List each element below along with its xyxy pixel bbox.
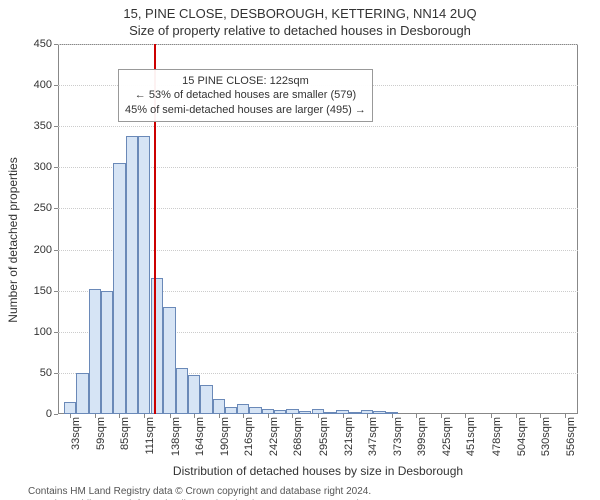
page-subtitle: Size of property relative to detached ho… bbox=[0, 23, 600, 38]
x-tick-label: 295sqm bbox=[318, 417, 330, 456]
x-axis-label: Distribution of detached houses by size … bbox=[58, 464, 578, 478]
y-tick-label: 200 bbox=[34, 244, 52, 256]
y-tick-label: 450 bbox=[34, 38, 52, 50]
histogram-bar bbox=[163, 307, 175, 414]
y-tick-label: 350 bbox=[34, 120, 52, 132]
annotation-line: 45% of semi-detached houses are larger (… bbox=[125, 103, 366, 117]
y-tick-label: 0 bbox=[46, 408, 52, 420]
histogram-bar bbox=[324, 412, 336, 414]
histogram-bar bbox=[274, 410, 286, 414]
histogram-bar bbox=[349, 412, 361, 414]
x-tick-label: 85sqm bbox=[119, 417, 131, 450]
x-tick-label: 111sqm bbox=[144, 417, 156, 455]
histogram-bar bbox=[188, 375, 200, 414]
histogram-bar bbox=[138, 136, 150, 414]
annotation-box: 15 PINE CLOSE: 122sqm← 53% of detached h… bbox=[118, 69, 373, 122]
y-tickmark bbox=[54, 373, 58, 374]
x-tick-label: 347sqm bbox=[367, 417, 379, 456]
x-tick-label: 399sqm bbox=[416, 417, 428, 456]
y-tick-label: 50 bbox=[40, 367, 52, 379]
gridline bbox=[58, 44, 578, 45]
plot-area: 05010015020025030035040045033sqm59sqm85s… bbox=[58, 44, 578, 414]
x-tick-label: 556sqm bbox=[565, 417, 577, 456]
y-tickmark bbox=[54, 208, 58, 209]
y-tick-label: 100 bbox=[34, 326, 52, 338]
y-tickmark bbox=[54, 167, 58, 168]
x-tick-label: 59sqm bbox=[95, 417, 107, 450]
histogram-bar bbox=[213, 399, 225, 414]
footnote-line-1: Contains HM Land Registry data © Crown c… bbox=[28, 486, 371, 499]
histogram-bar bbox=[249, 407, 261, 414]
x-tick-label: 373sqm bbox=[392, 417, 404, 456]
histogram-bar bbox=[89, 289, 101, 414]
histogram-bar bbox=[64, 402, 76, 414]
x-tick-label: 190sqm bbox=[219, 417, 231, 456]
y-tick-label: 400 bbox=[34, 79, 52, 91]
histogram-bar bbox=[76, 373, 88, 414]
x-tick-label: 530sqm bbox=[540, 417, 552, 456]
x-tick-label: 478sqm bbox=[491, 417, 503, 456]
y-tickmark bbox=[54, 414, 58, 415]
y-tick-label: 300 bbox=[34, 161, 52, 173]
y-tick-label: 150 bbox=[34, 285, 52, 297]
x-tick-label: 33sqm bbox=[70, 417, 82, 450]
x-tick-label: 242sqm bbox=[268, 417, 280, 456]
histogram-bar bbox=[200, 385, 212, 414]
gridline bbox=[58, 126, 578, 127]
histogram-bar bbox=[113, 163, 125, 414]
y-axis-label: Number of detached properties bbox=[6, 157, 20, 322]
histogram-bar bbox=[101, 291, 113, 414]
histogram-bar bbox=[225, 407, 237, 414]
y-tick-label: 250 bbox=[34, 202, 52, 214]
x-tick-label: 451sqm bbox=[465, 417, 477, 456]
y-tickmark bbox=[54, 44, 58, 45]
page-title: 15, PINE CLOSE, DESBOROUGH, KETTERING, N… bbox=[0, 6, 600, 21]
histogram-bar bbox=[373, 411, 385, 414]
histogram-bar bbox=[126, 136, 138, 414]
annotation-line: 15 PINE CLOSE: 122sqm bbox=[125, 74, 366, 88]
histogram-bar bbox=[299, 411, 311, 414]
x-tick-label: 216sqm bbox=[243, 417, 255, 456]
y-tickmark bbox=[54, 250, 58, 251]
x-tick-label: 425sqm bbox=[441, 417, 453, 456]
histogram-bar bbox=[176, 368, 188, 414]
x-tick-label: 164sqm bbox=[194, 417, 206, 456]
annotation-line: ← 53% of detached houses are smaller (57… bbox=[125, 88, 366, 102]
histogram-bar bbox=[151, 278, 163, 414]
x-tick-label: 504sqm bbox=[516, 417, 528, 456]
histogram-bar bbox=[237, 404, 249, 414]
y-tickmark bbox=[54, 291, 58, 292]
y-tickmark bbox=[54, 85, 58, 86]
x-tick-label: 321sqm bbox=[343, 417, 355, 456]
y-tickmark bbox=[54, 332, 58, 333]
x-tick-label: 138sqm bbox=[170, 417, 182, 456]
y-tickmark bbox=[54, 126, 58, 127]
x-tick-label: 268sqm bbox=[292, 417, 304, 456]
